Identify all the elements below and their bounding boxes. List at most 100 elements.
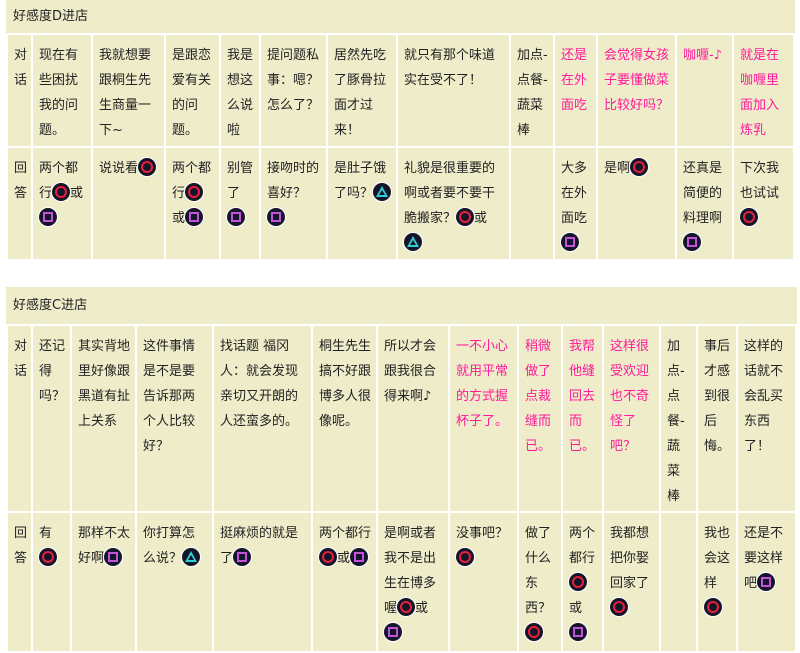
answer-cell: 两个都行或: [164, 146, 221, 261]
answer-text: 或: [569, 601, 583, 616]
affection-d-table: 好感度D进店 对话 现在有些困扰我的问题。 我就想要跟桐生先生商量一下~ 是跟恋爱有关…: [6, 0, 796, 261]
answer-cell: 两个都行或: [561, 511, 604, 653]
row-label: 回答: [6, 511, 33, 653]
answer-text: 说说看: [99, 161, 139, 176]
square-button-icon: [757, 573, 776, 591]
answer-text: 是肚子饿了吗？: [334, 161, 387, 201]
circle-button-icon: [704, 598, 722, 616]
answer-cell: 是啊或者我不是出生在博多喔或: [376, 511, 450, 653]
answer-row: 回答有那样不太好啊 你打算怎么说？ 挺麻烦的就是了 两个都行或 是啊或者我不是出生在博多…: [6, 511, 798, 653]
dialog-text: 事后才感到很后悔。: [704, 339, 731, 454]
dialog-cell: 是跟恋爱有关的问题。: [164, 33, 221, 148]
dialog-cell: 就只有那个味道实在受不了！: [396, 33, 511, 148]
dialog-text: 其实背地里好像跟黑道有扯上关系: [78, 339, 131, 429]
circle-button-icon: [569, 573, 587, 591]
answer-text: 你打算怎么说？: [143, 526, 196, 566]
dialog-cell: 提问题私事：嗯？怎么了？: [259, 33, 328, 148]
dialog-text: 我就想要跟桐生先生商量一下~: [99, 48, 152, 138]
square-button-icon: [267, 208, 285, 226]
answer-text: 或: [70, 186, 84, 201]
dialog-text: 居然先吃了豚骨拉面才过来！: [334, 48, 387, 138]
dialog-text: 还记得吗？: [39, 339, 66, 404]
dialog-cell: 加点-点餐-蔬菜棒: [509, 33, 555, 148]
circle-button-icon: [610, 598, 628, 616]
dialog-cell: 咖喱-♪: [675, 33, 734, 148]
dialog-text: 我帮他缝回去而已。: [569, 339, 596, 454]
answer-text: 别管了: [227, 161, 254, 201]
answer-cell: 做了什么东西？: [517, 511, 563, 653]
answer-cell: 我也会这样: [696, 511, 738, 653]
row-label: 对话: [6, 33, 33, 148]
circle-button-icon: [525, 623, 543, 641]
answer-cell: 说说看: [91, 146, 166, 261]
dialog-text: 这样的话就不会乱买东西了！: [744, 339, 784, 454]
answer-text: 挺麻烦的就是了: [220, 526, 299, 566]
dialog-text: 找话题 福冈人：就会发现亲切又开朗的人还蛮多的。: [220, 339, 299, 429]
square-button-icon: [39, 208, 57, 226]
circle-button-icon: [319, 548, 337, 566]
dialog-cell: 找话题 福冈人：就会发现亲切又开朗的人还蛮多的。: [212, 324, 313, 513]
answer-text: 那样不太好啊: [78, 526, 131, 566]
circle-button-icon: [630, 158, 649, 176]
dialog-text: 这件事情是不是要告诉那两个人比较好？: [143, 339, 196, 454]
triangle-button-icon: [404, 233, 422, 251]
row-label: 回答: [6, 146, 33, 261]
dialog-cell: 居然先吃了豚骨拉面才过来！: [326, 33, 398, 148]
dialog-cell: 这件事情是不是要告诉那两个人比较好？: [135, 324, 214, 513]
answer-text: 我都想把你娶回家了: [610, 526, 650, 591]
row-label: 对话: [6, 324, 33, 513]
answer-cell: 大多在外面吃: [553, 146, 598, 261]
square-button-icon: [569, 623, 587, 641]
circle-button-icon: [52, 183, 71, 201]
affection-c-table: 好感度C进店 对话 还记得吗？ 其实背地里好像跟黑道有扯上关系 这件事情是不是要告诉那…: [6, 287, 798, 653]
dialog-text: 我是想这么说啦: [227, 48, 254, 138]
dialog-cell: 现在有些困扰我的问题。: [31, 33, 93, 148]
answer-text: 或: [474, 211, 488, 226]
answer-cell: 你打算怎么说？: [135, 511, 214, 653]
dialog-cell: 我帮他缝回去而已。: [561, 324, 604, 513]
answer-cell: 别管了: [219, 146, 261, 261]
circle-button-icon: [185, 183, 204, 201]
answer-text: 两个都行: [569, 526, 596, 566]
table-title: 好感度D进店: [7, 0, 795, 35]
circle-button-icon: [740, 208, 758, 226]
dialog-text: 加点-点餐-蔬菜棒: [517, 48, 548, 138]
dialog-text: 桐生先生搞不好跟博多人很像呢。: [319, 339, 372, 429]
dialog-cell: 稍微做了点裁缝而已。: [517, 324, 563, 513]
answer-text: 没事吧？: [456, 526, 509, 541]
answer-text: 礼貌是很重要的啊或者要不要干脆搬家？: [404, 161, 496, 226]
square-button-icon: [185, 208, 204, 226]
answer-text: 或: [415, 601, 429, 616]
dialog-cell: 就是在咖喱里面加入炼乳: [731, 33, 796, 148]
triangle-button-icon: [373, 183, 392, 201]
dialog-cell: 桐生先生搞不好跟博多人很像呢。: [311, 324, 378, 513]
dialog-text: 咖喱-♪: [683, 48, 722, 63]
answer-text: 或: [172, 211, 186, 226]
answer-cell: 没事吧？: [448, 511, 519, 653]
answer-text: 下次我也试试: [740, 161, 780, 201]
dialog-text: 加点-点餐-蔬菜棒: [667, 339, 685, 504]
dialog-text: 提问题私事：嗯？怎么了？: [267, 48, 320, 113]
square-button-icon: [104, 548, 123, 566]
square-button-icon: [683, 233, 701, 251]
answer-text: 是啊: [604, 161, 631, 176]
dialog-text: 是跟恋爱有关的问题。: [172, 48, 212, 138]
dialog-cell: 一不小心就用平常的方式握杯子了。: [448, 324, 519, 513]
answer-cell: 有: [31, 511, 72, 653]
table-title: 好感度C进店: [7, 287, 797, 326]
answer-cell: 挺麻烦的就是了: [212, 511, 313, 653]
circle-button-icon: [456, 548, 474, 566]
answer-cell: [659, 511, 698, 653]
dialog-cell: 其实背地里好像跟黑道有扯上关系: [70, 324, 137, 513]
answer-cell: 是肚子饿了吗？: [326, 146, 398, 261]
dialog-cell: 事后才感到很后悔。: [696, 324, 738, 513]
dialog-text: 就只有那个味道实在受不了！: [404, 48, 496, 88]
dialog-row: 对话 现在有些困扰我的问题。 我就想要跟桐生先生商量一下~ 是跟恋爱有关的问题。 我是想…: [6, 33, 796, 148]
circle-button-icon: [39, 548, 57, 566]
square-button-icon: [233, 548, 252, 566]
circle-button-icon: [397, 598, 416, 616]
circle-button-icon: [456, 208, 475, 226]
answer-text: 我也会这样: [704, 526, 731, 591]
answer-cell: 那样不太好啊: [70, 511, 137, 653]
answer-text: 是啊或者我不是出生在博多喔: [384, 526, 437, 616]
